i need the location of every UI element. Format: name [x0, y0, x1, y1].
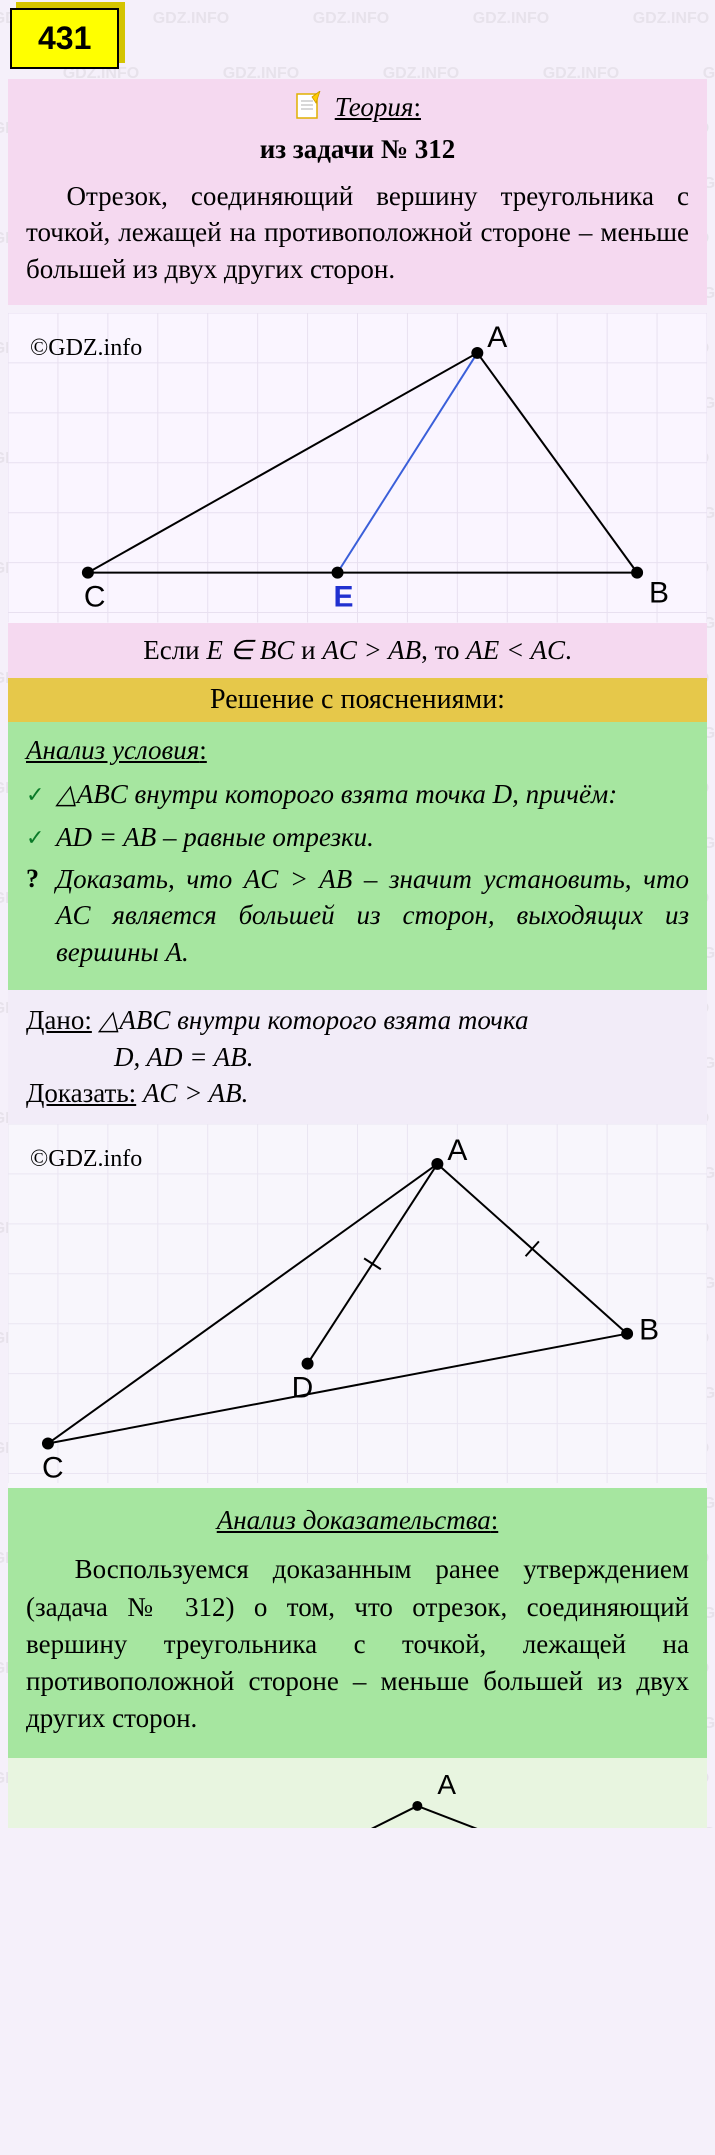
check-icon: ✓ [26, 819, 56, 855]
solution-header-bar: Решение с пояснениями: [8, 678, 707, 722]
theory-box: Теория: из задачи № 312 Отрезок, соединя… [8, 79, 707, 305]
analysis-item-text: AD = AB – равные отрезки. [56, 819, 689, 855]
given-prove-box: Дано: △ABC внутри которого взята точка D… [8, 990, 707, 1123]
proof-analysis-box: Анализ доказательства: Воспользуемся док… [8, 1488, 707, 1758]
proof-analysis-title: Анализ доказательства: [26, 1502, 689, 1539]
given-line-2: D, AD = AB. [26, 1039, 689, 1075]
svg-text:A: A [487, 321, 507, 354]
theory-condition: Если E ∈ BC и AC > AB, то AE < AC. [8, 623, 707, 678]
analysis-title: Анализ условия: [26, 732, 689, 768]
analysis-item: ✓AD = AB – равные отрезки. [26, 819, 689, 855]
vertex-a-label: A [437, 1769, 456, 1800]
bottom-diagram-strip: A [8, 1758, 707, 1828]
analysis-item-text: △ABC внутри которого взята точка D, прич… [56, 776, 689, 812]
copyright-label: ©GDZ.info [30, 335, 142, 362]
theory-title: Теория: [335, 92, 421, 122]
notepad-icon [294, 91, 322, 121]
copyright-label-2: ©GDZ.info [30, 1146, 142, 1173]
analysis-box: Анализ условия: ✓△ABC внутри которого вз… [8, 722, 707, 991]
analysis-item: ?Доказать, что AC > AB – значит установи… [26, 861, 689, 970]
svg-text:A: A [447, 1134, 467, 1167]
svg-text:B: B [649, 577, 669, 610]
check-icon: ✓ [26, 776, 56, 812]
proof-analysis-body: Воспользуемся доказанным ранее утвержден… [26, 1551, 689, 1737]
analysis-item: ✓△ABC внутри которого взята точка D, при… [26, 776, 689, 812]
svg-text:D: D [292, 1371, 314, 1404]
question-icon: ? [26, 861, 56, 970]
analysis-item-text: Доказать, что AC > AB – значит установит… [56, 861, 689, 970]
prove-label: Доказать: [26, 1078, 136, 1108]
svg-text:C: C [84, 581, 106, 614]
given-label: Дано: [26, 1005, 92, 1035]
svg-text:E: E [334, 581, 354, 614]
diagram-triangle-abc-e: ©GDZ.info A B C E [8, 313, 707, 623]
prove-line: Доказать: AC > AB. [26, 1075, 689, 1111]
diagram-triangle-abc-d: ©GDZ.info A B C D [8, 1124, 707, 1488]
svg-text:C: C [42, 1451, 64, 1483]
theory-body: Отрезок, соединяющий вершину треугольник… [26, 178, 689, 287]
given-line: Дано: △ABC внутри которого взята точка [26, 1002, 689, 1038]
task-number-badge: 431 [10, 8, 119, 69]
badge-row: 431 [0, 0, 715, 75]
theory-header: Теория: [26, 89, 689, 125]
theory-subtitle: из задачи № 312 [26, 131, 689, 167]
svg-text:B: B [639, 1313, 659, 1346]
